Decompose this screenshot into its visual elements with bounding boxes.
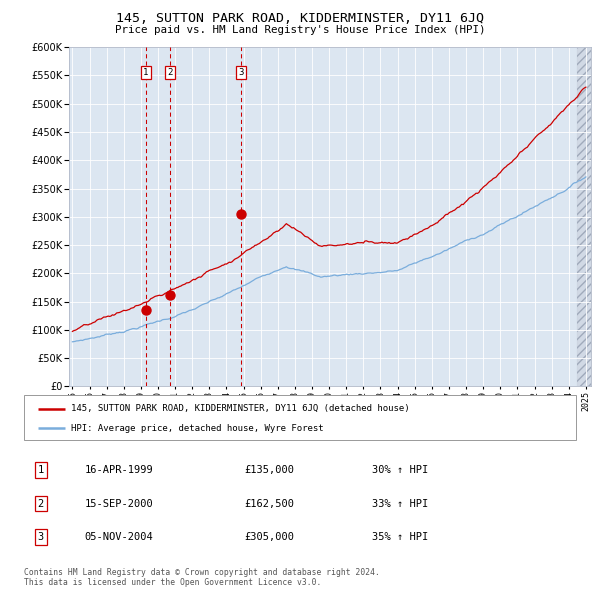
Text: £135,000: £135,000 — [245, 465, 295, 474]
Text: 35% ↑ HPI: 35% ↑ HPI — [372, 532, 428, 542]
Text: 33% ↑ HPI: 33% ↑ HPI — [372, 499, 428, 509]
Text: 2: 2 — [167, 68, 173, 77]
Text: HPI: Average price, detached house, Wyre Forest: HPI: Average price, detached house, Wyre… — [71, 424, 323, 433]
Text: 3: 3 — [37, 532, 44, 542]
Text: £162,500: £162,500 — [245, 499, 295, 509]
Text: Price paid vs. HM Land Registry's House Price Index (HPI): Price paid vs. HM Land Registry's House … — [115, 25, 485, 35]
Text: 16-APR-1999: 16-APR-1999 — [85, 465, 154, 474]
Bar — [577, 47, 591, 386]
Text: 3: 3 — [238, 68, 244, 77]
Bar — [577, 47, 591, 386]
Text: Contains HM Land Registry data © Crown copyright and database right 2024.
This d: Contains HM Land Registry data © Crown c… — [24, 568, 380, 587]
Text: 145, SUTTON PARK ROAD, KIDDERMINSTER, DY11 6JQ (detached house): 145, SUTTON PARK ROAD, KIDDERMINSTER, DY… — [71, 404, 410, 413]
Text: 2: 2 — [37, 499, 44, 509]
FancyBboxPatch shape — [24, 395, 576, 440]
Text: 15-SEP-2000: 15-SEP-2000 — [85, 499, 154, 509]
Text: 1: 1 — [37, 465, 44, 474]
Text: 145, SUTTON PARK ROAD, KIDDERMINSTER, DY11 6JQ: 145, SUTTON PARK ROAD, KIDDERMINSTER, DY… — [116, 12, 484, 25]
Text: 05-NOV-2004: 05-NOV-2004 — [85, 532, 154, 542]
Text: £305,000: £305,000 — [245, 532, 295, 542]
Text: 30% ↑ HPI: 30% ↑ HPI — [372, 465, 428, 474]
Text: 1: 1 — [143, 68, 149, 77]
